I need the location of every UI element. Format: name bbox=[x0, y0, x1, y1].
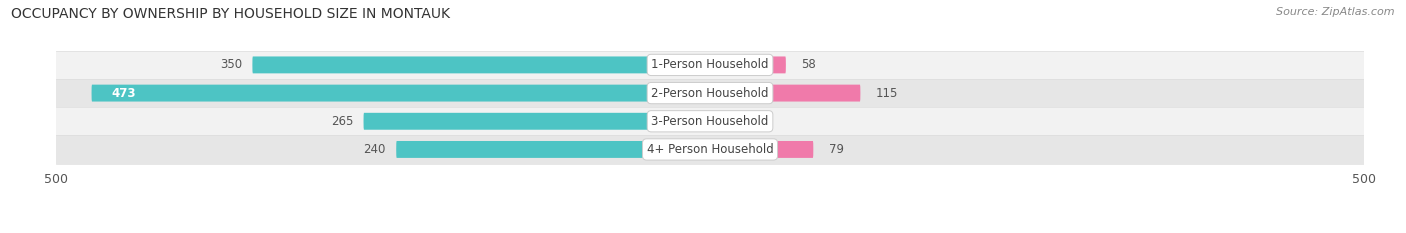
Text: 265: 265 bbox=[330, 115, 353, 128]
FancyBboxPatch shape bbox=[710, 113, 720, 130]
FancyBboxPatch shape bbox=[91, 85, 710, 102]
FancyBboxPatch shape bbox=[253, 56, 710, 73]
Text: 350: 350 bbox=[219, 58, 242, 72]
Text: 473: 473 bbox=[111, 87, 135, 99]
Bar bbox=[56, 51, 1364, 79]
Text: Source: ZipAtlas.com: Source: ZipAtlas.com bbox=[1277, 7, 1395, 17]
Text: 79: 79 bbox=[830, 143, 844, 156]
FancyBboxPatch shape bbox=[396, 141, 710, 158]
Text: 1-Person Household: 1-Person Household bbox=[651, 58, 769, 72]
Text: OCCUPANCY BY OWNERSHIP BY HOUSEHOLD SIZE IN MONTAUK: OCCUPANCY BY OWNERSHIP BY HOUSEHOLD SIZE… bbox=[11, 7, 450, 21]
Legend: Owner-occupied, Renter-occupied: Owner-occupied, Renter-occupied bbox=[572, 229, 848, 233]
Text: 3-Person Household: 3-Person Household bbox=[651, 115, 769, 128]
Text: 58: 58 bbox=[801, 58, 817, 72]
Bar bbox=[56, 79, 1364, 107]
Text: 4+ Person Household: 4+ Person Household bbox=[647, 143, 773, 156]
FancyBboxPatch shape bbox=[710, 85, 860, 102]
Bar bbox=[56, 135, 1364, 164]
FancyBboxPatch shape bbox=[364, 113, 710, 130]
Bar bbox=[56, 107, 1364, 135]
FancyBboxPatch shape bbox=[710, 141, 813, 158]
Text: 115: 115 bbox=[876, 87, 898, 99]
Text: 240: 240 bbox=[363, 143, 385, 156]
FancyBboxPatch shape bbox=[710, 56, 786, 73]
Text: 2-Person Household: 2-Person Household bbox=[651, 87, 769, 99]
Text: 0: 0 bbox=[725, 115, 733, 128]
